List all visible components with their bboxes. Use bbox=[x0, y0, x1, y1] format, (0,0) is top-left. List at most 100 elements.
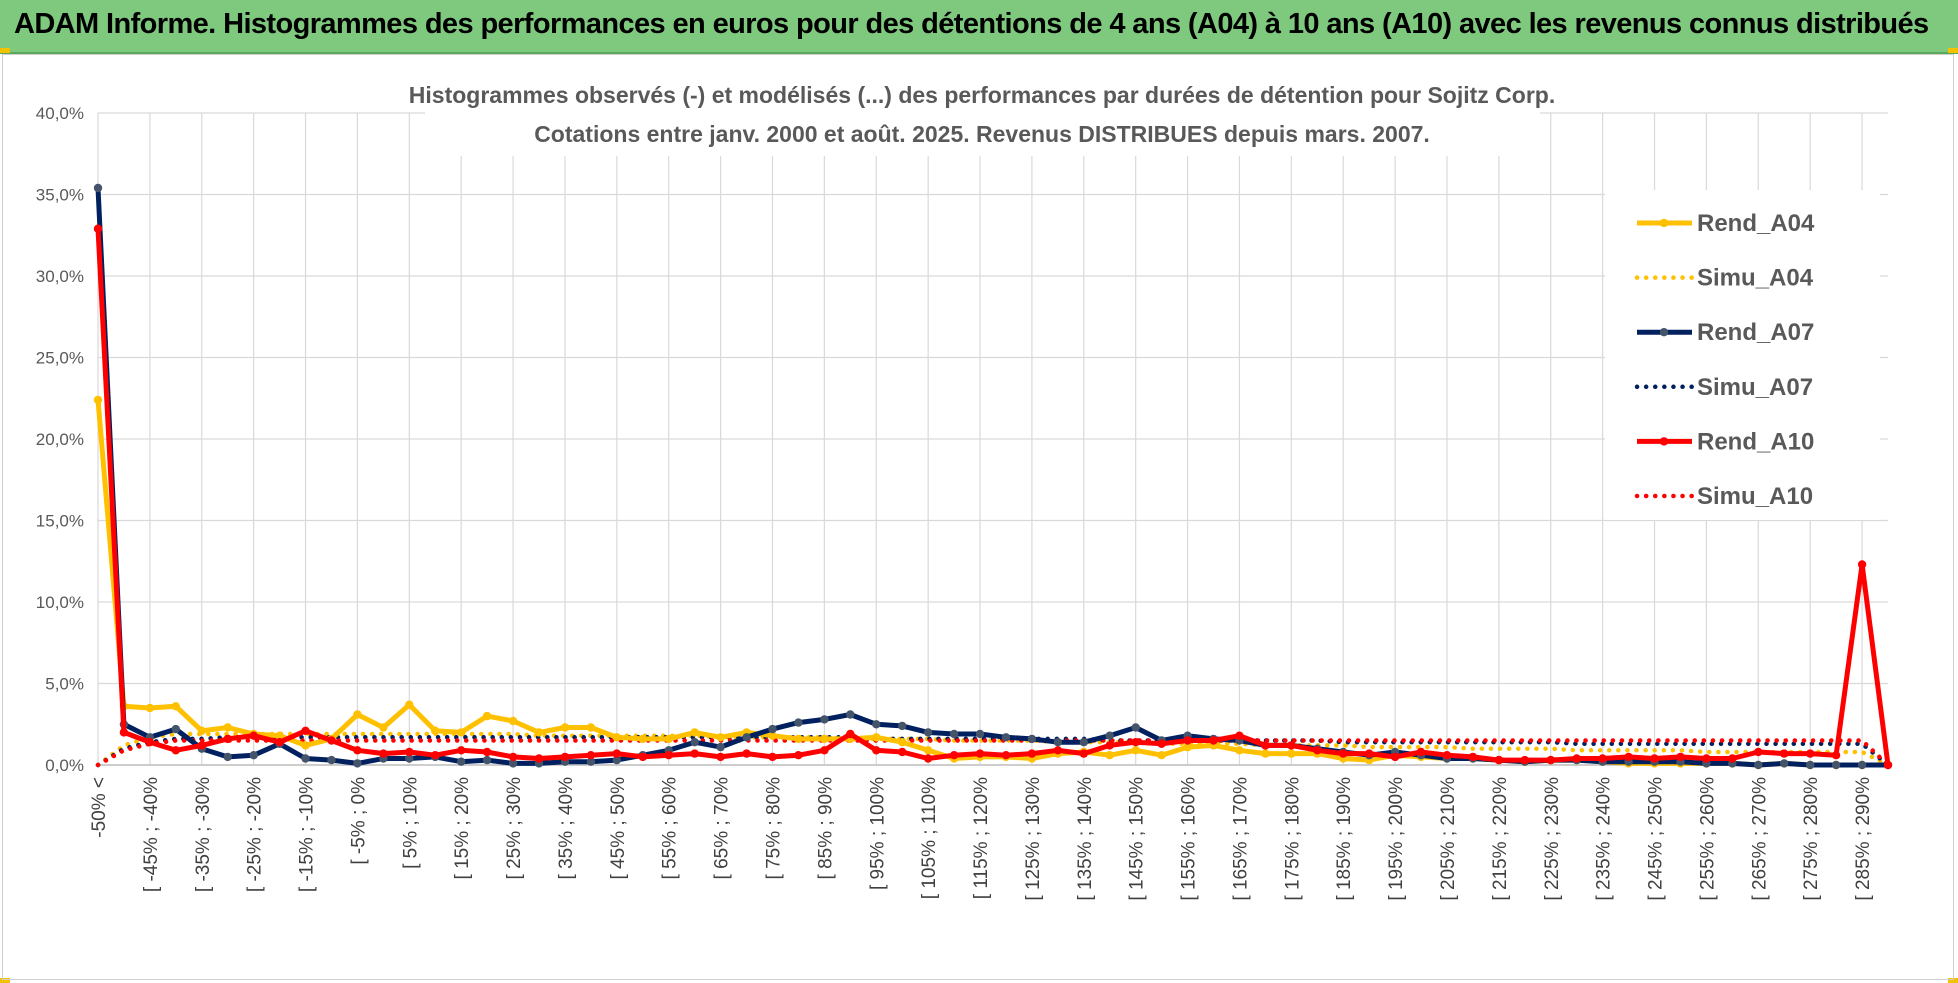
data-point bbox=[405, 747, 414, 757]
data-point bbox=[716, 752, 725, 762]
data-point bbox=[1806, 760, 1815, 770]
data-point bbox=[612, 733, 621, 742]
data-point bbox=[353, 710, 362, 719]
data-point bbox=[1053, 746, 1063, 755]
data-point bbox=[716, 742, 725, 752]
y-tick-label: 40,0% bbox=[36, 104, 84, 123]
x-tick-label: [ 275% ; 280% bbox=[1801, 777, 1822, 901]
data-point bbox=[1131, 738, 1140, 747]
data-point bbox=[1702, 754, 1711, 763]
data-point bbox=[457, 728, 466, 737]
x-tick-label: [ 195% ; 200% bbox=[1386, 777, 1407, 901]
data-point bbox=[846, 710, 855, 719]
y-tick-label: 15,0% bbox=[36, 512, 84, 531]
y-tick-label: 35,0% bbox=[36, 186, 84, 205]
data-point bbox=[1157, 739, 1166, 748]
data-point bbox=[742, 749, 751, 758]
data-point bbox=[560, 752, 570, 762]
x-tick-label: [ 255% ; 260% bbox=[1697, 777, 1718, 901]
data-point bbox=[612, 755, 621, 765]
data-point bbox=[327, 736, 336, 745]
x-tick-label: [ 55% ; 60% bbox=[660, 777, 681, 880]
x-tick-label: [ 215% ; 220% bbox=[1490, 777, 1511, 901]
data-point bbox=[1001, 733, 1011, 742]
x-tick-label: [ -35% ; -30% bbox=[193, 777, 214, 892]
data-point bbox=[482, 747, 492, 757]
data-point bbox=[820, 746, 829, 755]
data-point bbox=[1780, 749, 1789, 758]
data-point bbox=[1650, 754, 1659, 763]
data-point bbox=[171, 702, 180, 711]
data-point bbox=[275, 738, 284, 747]
x-tick-label: [ 75% ; 80% bbox=[763, 777, 784, 880]
y-tick-label: 0,0% bbox=[45, 756, 84, 775]
chart-title: Histogrammes observés (-) et modélisés (… bbox=[409, 82, 1555, 108]
legend-marker bbox=[1659, 218, 1669, 228]
series-line-Simu_A10 bbox=[95, 738, 1891, 768]
data-point bbox=[1572, 754, 1581, 763]
data-point bbox=[1079, 749, 1089, 758]
x-tick-label: [ 225% ; 230% bbox=[1542, 777, 1563, 901]
data-point bbox=[690, 749, 699, 758]
axes: 0,0% 5,0% 10,0% 15,0% 20,0% 25,0% 30,0% 35,0% 40… bbox=[36, 104, 1888, 901]
data-point bbox=[119, 728, 129, 737]
data-point bbox=[1287, 741, 1296, 750]
data-point bbox=[1261, 749, 1270, 758]
data-point bbox=[145, 738, 155, 747]
data-point bbox=[898, 747, 907, 757]
data-point bbox=[560, 723, 570, 732]
data-point bbox=[508, 716, 518, 726]
data-point bbox=[586, 757, 596, 766]
x-tick-label: [ 145% ; 150% bbox=[1127, 777, 1148, 901]
x-tick-label: [ 115% ; 120% bbox=[971, 777, 992, 899]
x-tick-label: [ 35% ; 40% bbox=[556, 777, 577, 880]
data-point bbox=[171, 724, 180, 734]
data-point bbox=[379, 723, 388, 732]
x-tick-label: [ 85% ; 90% bbox=[815, 777, 836, 880]
data-point bbox=[249, 751, 258, 760]
x-tick-label: -50% < bbox=[89, 777, 110, 838]
data-point bbox=[794, 751, 803, 760]
data-point bbox=[898, 721, 907, 731]
data-point bbox=[1053, 738, 1063, 747]
corner-accent-bottom-right bbox=[1948, 978, 1958, 983]
x-tick-label: [ 235% ; 240% bbox=[1594, 777, 1615, 901]
y-tick-label: 5,0% bbox=[45, 675, 84, 694]
x-tick-label: [ -5% ; 0% bbox=[348, 777, 369, 865]
data-point bbox=[1079, 738, 1089, 747]
x-tick-label: [ 25% ; 30% bbox=[504, 777, 525, 880]
data-point bbox=[768, 731, 777, 740]
report-banner: ADAM Informe. Histogrammes des performan… bbox=[0, 0, 1958, 54]
data-point bbox=[638, 752, 647, 762]
data-point bbox=[975, 729, 985, 739]
data-point bbox=[457, 757, 466, 766]
data-point bbox=[457, 746, 466, 755]
series-line-Rend_A10 bbox=[95, 228, 1891, 766]
legend-label: Simu_A10 bbox=[1697, 483, 1813, 510]
data-point bbox=[1780, 759, 1789, 768]
data-point bbox=[353, 746, 362, 755]
data-point bbox=[1754, 747, 1763, 757]
x-tick-label: [ -15% ; -10% bbox=[297, 777, 318, 892]
data-point bbox=[223, 734, 232, 744]
data-point bbox=[534, 754, 544, 763]
legend-label: Simu_A04 bbox=[1697, 265, 1814, 292]
data-point bbox=[249, 731, 258, 740]
data-point bbox=[612, 749, 621, 758]
corner-accent-left bbox=[0, 48, 10, 53]
data-point bbox=[1494, 755, 1504, 765]
data-point bbox=[820, 734, 829, 744]
data-point bbox=[93, 183, 103, 193]
series-Simu_A10 bbox=[95, 738, 1891, 768]
x-tick-label: [ 45% ; 50% bbox=[608, 777, 629, 880]
data-point bbox=[197, 726, 206, 735]
x-tick-label: [ 175% ; 180% bbox=[1282, 777, 1303, 901]
data-point bbox=[1131, 746, 1140, 755]
data-point bbox=[716, 733, 725, 742]
data-point bbox=[1624, 752, 1633, 762]
title-background bbox=[425, 76, 1540, 156]
series-layer bbox=[93, 183, 1893, 770]
legend-label: Rend_A04 bbox=[1697, 210, 1815, 237]
data-point bbox=[405, 754, 414, 763]
